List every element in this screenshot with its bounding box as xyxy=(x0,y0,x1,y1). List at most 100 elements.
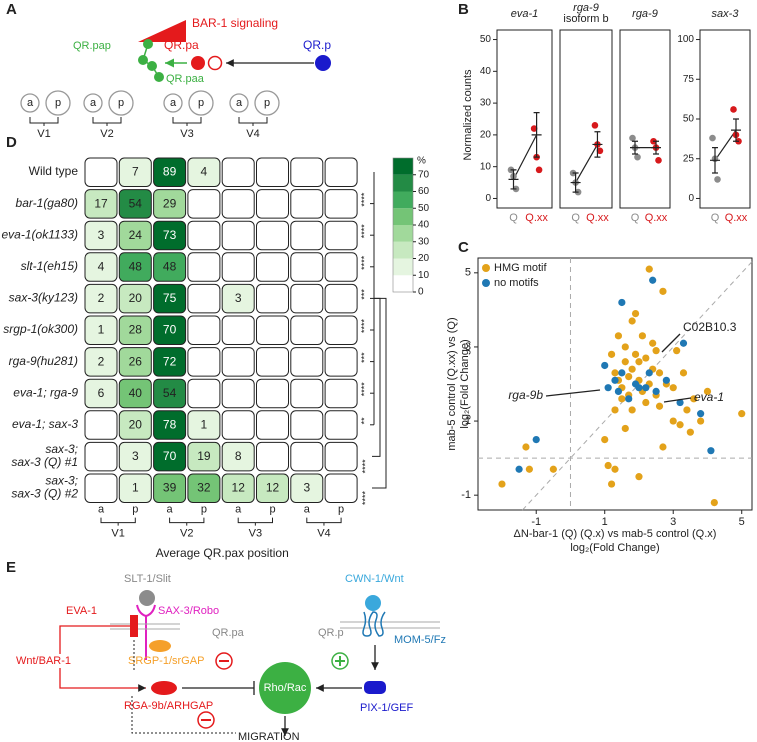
error-bar xyxy=(651,140,661,155)
heat-cell xyxy=(153,473,187,503)
plot-frame xyxy=(496,29,553,209)
significance-label: **** xyxy=(360,491,370,506)
seam-cell xyxy=(163,93,183,113)
cell-label: QR.p xyxy=(303,38,331,52)
data-point xyxy=(611,406,619,414)
data-point xyxy=(642,354,650,362)
heat-cell xyxy=(153,347,187,377)
y-tick-label: 10 xyxy=(480,161,492,172)
seam-cell xyxy=(188,90,214,116)
bracket xyxy=(306,517,342,526)
x-tick-label: Q.xx xyxy=(586,212,609,224)
seam-cell xyxy=(20,93,40,113)
significance-label: *** xyxy=(359,352,369,363)
empty-cell xyxy=(221,315,255,345)
legend-tick-label: 60 xyxy=(418,186,430,197)
data-point xyxy=(710,498,718,507)
plot-frame xyxy=(619,29,671,209)
heat-cell xyxy=(187,441,221,472)
cell-value: 8 xyxy=(235,449,242,463)
minus-sign xyxy=(215,652,233,670)
cell-value: 3 xyxy=(98,228,105,242)
cell-value: 70 xyxy=(163,323,177,337)
label: SAX-3/Robo xyxy=(158,605,219,617)
cell-value: 12 xyxy=(232,481,246,495)
row-label: rga-9(hu281) xyxy=(9,354,78,368)
x-tick-label: 3 xyxy=(670,516,676,528)
cell-value: 3 xyxy=(235,291,242,305)
empty-cell xyxy=(84,441,118,472)
significance-bracket xyxy=(372,297,387,489)
seam-cell xyxy=(83,93,103,113)
empty-cell xyxy=(187,189,221,219)
empty-cell xyxy=(221,347,255,377)
empty-cell xyxy=(187,220,221,251)
heat-cell xyxy=(153,189,187,219)
cell-value: 12 xyxy=(266,481,280,495)
legend-swatch xyxy=(393,241,413,259)
data-point xyxy=(604,461,612,470)
empty-cell xyxy=(290,252,324,282)
y-tick-label: 0 xyxy=(688,193,694,204)
empty-cell xyxy=(324,252,358,282)
protein xyxy=(151,681,177,695)
data-point xyxy=(662,376,670,384)
empty-cell xyxy=(84,157,118,187)
empty-cell xyxy=(290,315,324,345)
bracket xyxy=(172,117,202,126)
row-label: eva-1(ok1133) xyxy=(2,227,79,241)
plot-frame xyxy=(559,29,613,209)
cell-value: 19 xyxy=(197,449,211,463)
data-point xyxy=(618,298,626,307)
region-label: V4 xyxy=(246,128,259,140)
label: RGA-9b/ARHGAP xyxy=(124,700,213,712)
data-point xyxy=(601,435,609,444)
column-label: p xyxy=(132,504,138,516)
group-label: V1 xyxy=(111,528,124,540)
region-label: V2 xyxy=(100,128,113,140)
data-point xyxy=(649,276,657,284)
bracket xyxy=(237,517,273,526)
plot-frame xyxy=(477,257,753,511)
heat-cell xyxy=(187,473,221,503)
x-axis-label: ΔN-bar-1 (Q) (Q.x) vs mab-5 control (Q.x… xyxy=(514,528,717,540)
heat-cell xyxy=(153,315,187,345)
data-point xyxy=(611,369,619,377)
row-label: sax-3(ky123) xyxy=(9,291,78,305)
data-point xyxy=(631,350,640,358)
empty-cell xyxy=(290,220,324,251)
x-axis-label: log₂(Fold Change) xyxy=(570,542,659,554)
cell xyxy=(207,55,223,71)
cell-value: 32 xyxy=(197,481,211,495)
data-point xyxy=(652,347,660,355)
empty-cell xyxy=(84,410,118,440)
heat-cell xyxy=(118,315,152,345)
position-label: a xyxy=(90,97,97,109)
significance-label: **** xyxy=(359,192,369,207)
heat-cell xyxy=(221,473,255,503)
label: Rho/Rac xyxy=(264,682,307,694)
heat-cell xyxy=(153,157,187,187)
row-label: srgp-1(ok300) xyxy=(3,322,78,336)
data-point xyxy=(591,122,599,129)
plot-title: eva-1 xyxy=(511,8,539,20)
data-point xyxy=(611,465,619,473)
heat-cell xyxy=(118,441,152,472)
heat-cell xyxy=(290,473,324,503)
heat-cell xyxy=(84,189,118,219)
cell xyxy=(154,72,164,82)
data-point xyxy=(601,361,609,370)
data-point xyxy=(532,435,540,444)
bracket xyxy=(100,517,136,526)
heat-cell xyxy=(84,347,118,377)
empty-cell xyxy=(256,378,289,409)
data-point xyxy=(655,369,664,377)
empty-cell xyxy=(324,378,358,409)
empty-cell xyxy=(290,283,324,314)
row-label: sax-3 (Q) #2 xyxy=(11,487,78,501)
legend-swatch xyxy=(393,208,413,225)
heat-cell xyxy=(153,220,187,251)
data-point xyxy=(618,395,626,403)
data-point xyxy=(530,125,538,132)
